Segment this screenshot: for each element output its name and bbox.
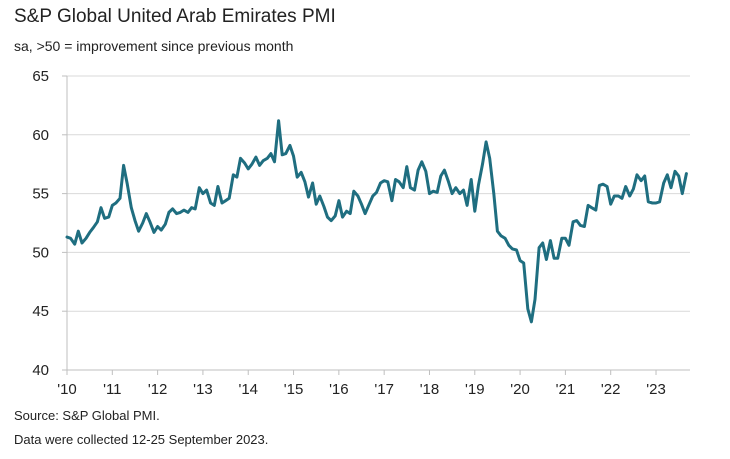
collection-note: Data were collected 12-25 September 2023… <box>14 432 269 447</box>
y-tick-label-60: 60 <box>32 127 49 144</box>
x-tick-label-2017: '17 <box>374 381 394 398</box>
series-line-0 <box>65 119 688 324</box>
x-tick-label-2018: '18 <box>420 381 440 398</box>
y-tick-label-45: 45 <box>32 303 49 320</box>
x-tick-label-2014: '14 <box>238 381 258 398</box>
chart-title: S&P Global United Arab Emirates PMI <box>14 6 336 27</box>
chart-subtitle: sa, >50 = improvement since previous mon… <box>14 38 294 54</box>
y-tick-label-50: 50 <box>32 244 49 261</box>
x-tick-label-2016: '16 <box>329 381 349 398</box>
x-tick-label-2021: '21 <box>556 381 576 398</box>
x-tick-label-2020: '20 <box>510 381 530 398</box>
x-tick-label-2010: '10 <box>57 381 77 398</box>
x-tick-label-2023: '23 <box>646 381 666 398</box>
y-tick-label-40: 40 <box>32 362 49 379</box>
x-tick-label-2022: '22 <box>601 381 621 398</box>
x-tick-label-2011: '11 <box>103 381 121 398</box>
x-axis-ticks: '10 '11 '12 '13 '14 '15 '16 '17 '18 '19 '20 '21 '22 '… <box>57 370 666 398</box>
series-layer <box>65 119 688 324</box>
source-note: Source: S&P Global PMI. <box>14 408 160 423</box>
x-tick-label-2015: '15 <box>284 381 304 398</box>
y-axis-ticks: 40 45 50 55 60 65 <box>32 68 67 379</box>
gridlines <box>66 75 690 371</box>
y-tick-label-65: 65 <box>32 68 49 85</box>
x-tick-label-2013: '13 <box>193 381 213 398</box>
x-tick-label-2012: '12 <box>148 381 168 398</box>
y-tick-label-55: 55 <box>32 186 49 203</box>
x-tick-label-2019: '19 <box>465 381 485 398</box>
